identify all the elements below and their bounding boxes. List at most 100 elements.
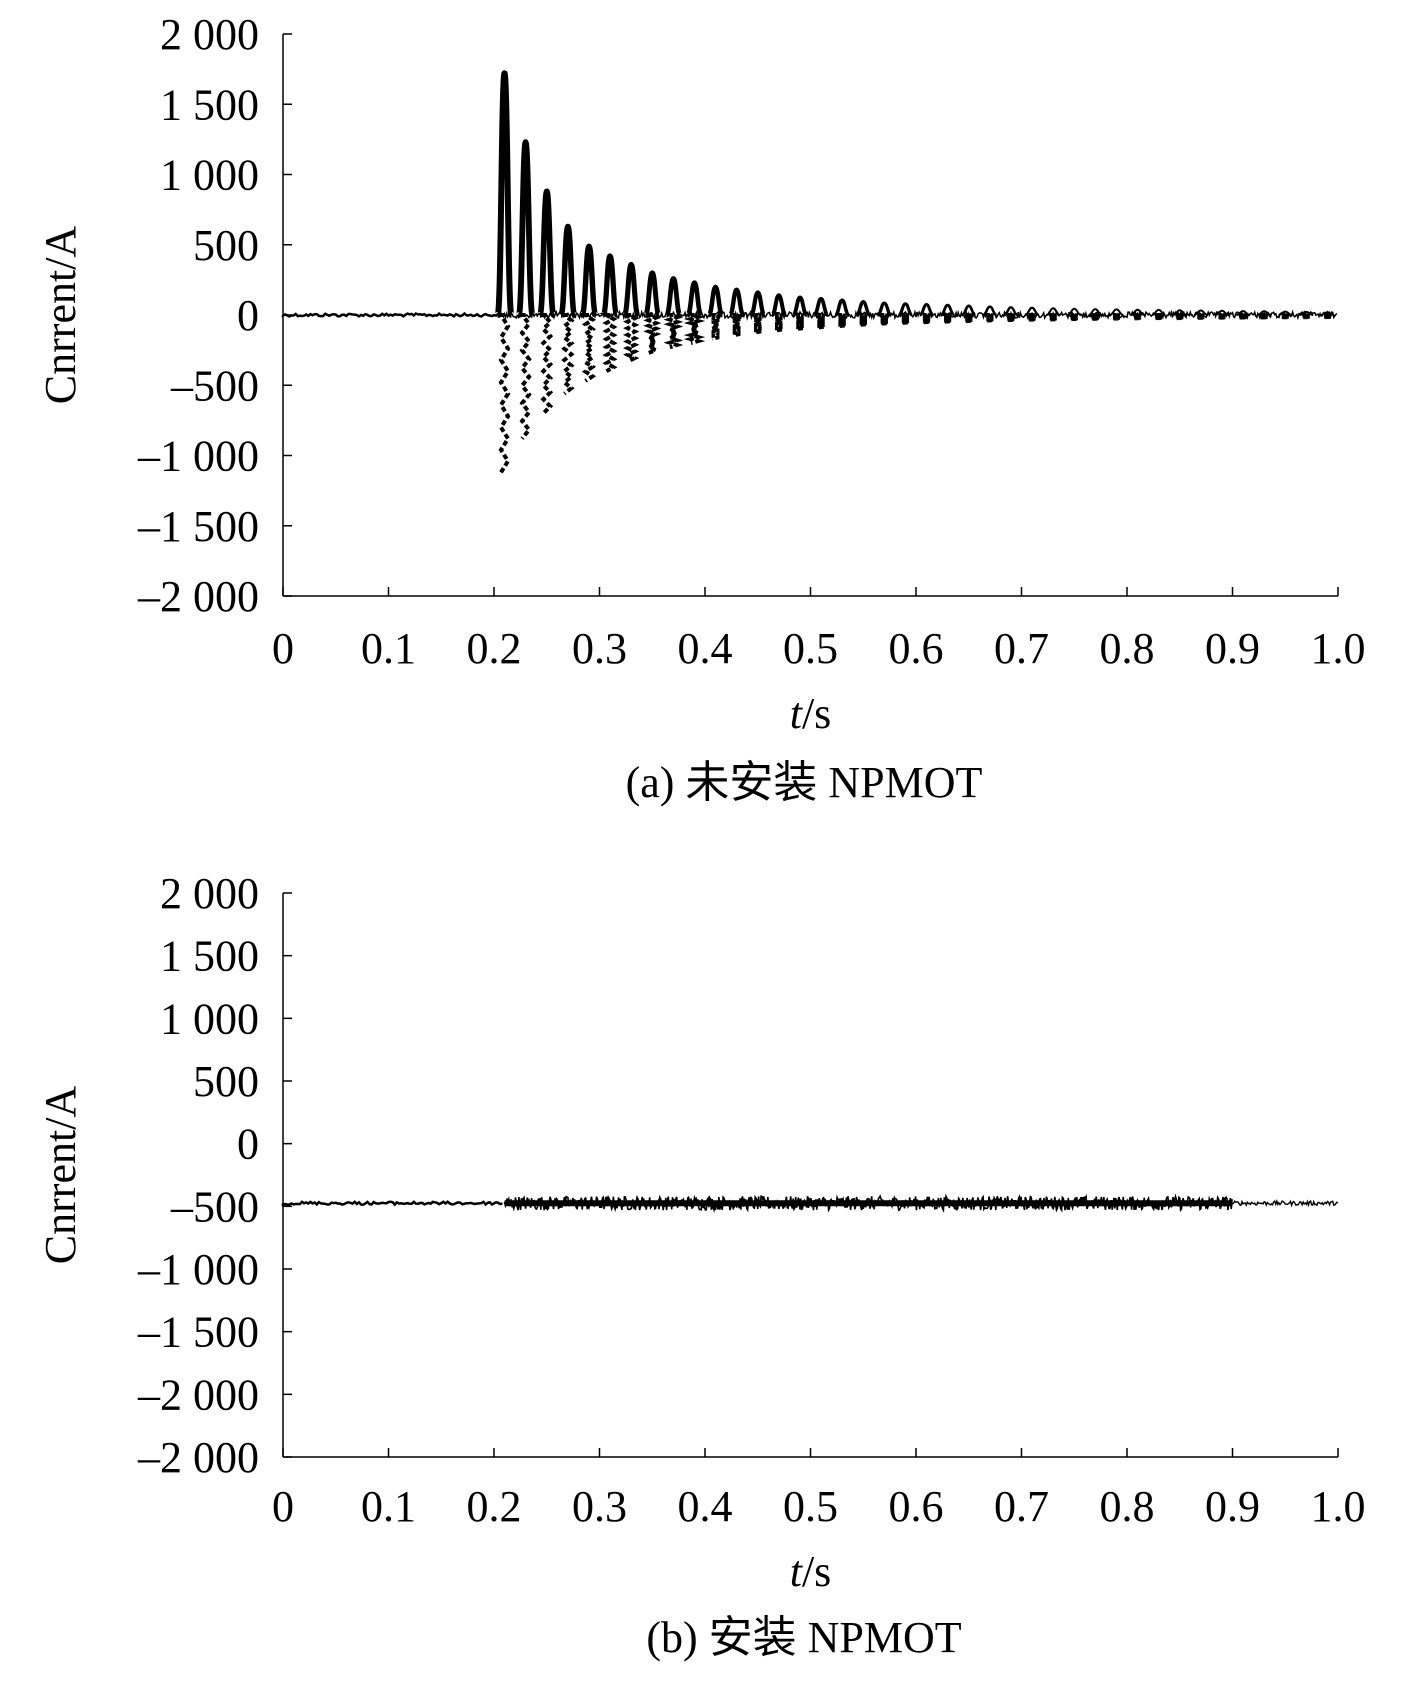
chart-a-x-axis-title-var: t xyxy=(790,689,804,738)
series-positive-pulse xyxy=(897,302,913,317)
series-negative-pulse xyxy=(943,313,952,324)
series-positive-pulse xyxy=(1046,307,1061,317)
series-positive-pulse xyxy=(1067,307,1082,316)
series-negative-pulse xyxy=(1323,313,1332,320)
series-negative-pulse xyxy=(732,313,741,338)
chartA-x-tick-label: 0.8 xyxy=(1100,624,1155,673)
series-positive-pulse xyxy=(1088,308,1103,316)
chartB-x-tick-label: 0.5 xyxy=(783,1482,838,1531)
chartB-x-tick-label: 0.8 xyxy=(1100,1482,1155,1531)
chartB-y-tick-label: –500 xyxy=(170,1182,259,1231)
series-positive-pulse xyxy=(600,253,620,318)
series-positive-pulse xyxy=(834,298,850,317)
series-positive-pulse xyxy=(855,299,871,317)
chart-a-x-ticks: 0 0.1 0.2 0.3 0.4 0.5 0.6 0.7 0.8 0.9 1.0 xyxy=(272,587,1366,673)
chartB-x-tick-label: 0.3 xyxy=(572,1482,627,1531)
series-positive-pulse xyxy=(727,287,746,318)
series-positive-pulse xyxy=(1257,310,1272,316)
series-negative-pulse xyxy=(598,313,618,373)
chart-a-x-axis-title-unit: /s xyxy=(802,689,831,738)
series-positive-pulse xyxy=(792,295,808,317)
series-negative-pulse xyxy=(796,313,804,332)
series-baseline-line xyxy=(281,1200,503,1207)
series-positive-pulse xyxy=(919,302,934,317)
series-positive-pulse xyxy=(1151,308,1166,316)
series-positive-pulse xyxy=(558,223,578,318)
series-negative-pulse xyxy=(538,313,554,415)
chart-b-y-ticks: 2 000 1 500 1 000 500 0 –500 –1 000 –1 500 –2 00… xyxy=(137,869,292,1482)
series-negative-pulse xyxy=(838,313,846,329)
series-positive-pulse xyxy=(1278,310,1293,316)
series-positive-pulse xyxy=(664,276,683,318)
series-positive-pulse xyxy=(1003,306,1019,317)
chart-a: Cnrrent/A 2 000 1 500 1 000 500 0 –500 –1 000 –… xyxy=(36,10,1366,807)
series-negative-pulse xyxy=(1049,313,1057,322)
series-positive-pulse xyxy=(748,290,767,318)
chartA-y-tick-label: 1 500 xyxy=(160,80,259,129)
series-negative-pulse xyxy=(683,313,706,346)
chartA-y-tick-label: 0 xyxy=(237,291,259,340)
chart-b-x-axis-title-var: t xyxy=(790,1547,804,1596)
series-positive-pulse xyxy=(579,243,599,318)
series-negative-pulse xyxy=(1260,313,1268,320)
chart-b-x-axis-title: t/s xyxy=(790,1547,832,1596)
series-negative-pulse xyxy=(817,313,825,330)
chartB-x-tick-label: 0.7 xyxy=(994,1482,1049,1531)
series-negative-pulse xyxy=(1091,313,1099,321)
series-positive-pulse xyxy=(515,139,536,318)
series-negative-pulse xyxy=(1176,313,1184,321)
chartB-y-tick-label: 1 000 xyxy=(160,994,259,1043)
chartA-y-tick-label: –1 500 xyxy=(137,502,259,551)
series-negative-pulse xyxy=(497,313,511,474)
chart-b-x-ticks: 0 0.1 0.2 0.3 0.4 0.5 0.6 0.7 0.8 0.9 1.0 xyxy=(272,1448,1366,1531)
chart-a-y-axis-title: Cnrrent/A xyxy=(36,226,85,405)
chartB-y-tick-label: –1 500 xyxy=(137,1308,259,1357)
series-baseline-line xyxy=(281,311,500,319)
series-negative-pulse xyxy=(1112,313,1121,321)
chartA-x-tick-label: 0.1 xyxy=(361,624,416,673)
series-negative-pulse xyxy=(880,313,888,326)
chart-b-y-axis-title-group: Cnrrent/A xyxy=(36,1086,85,1265)
chartA-x-tick-label: 0.6 xyxy=(889,624,944,673)
chartB-y-tick-label: 1 500 xyxy=(160,932,259,981)
chartB-x-tick-label: 0.1 xyxy=(361,1482,416,1531)
series-negative-pulse xyxy=(578,313,597,383)
series-positive-pulse xyxy=(685,280,704,318)
chartB-y-tick-label: –2 000 xyxy=(137,1370,259,1419)
series-tail-line xyxy=(1231,1199,1339,1208)
series-negative-pulse xyxy=(711,313,720,341)
chartA-y-tick-label: 1 000 xyxy=(160,151,259,200)
series-negative-pulse xyxy=(753,313,762,335)
chartB-x-tick-label: 0.9 xyxy=(1205,1482,1260,1531)
series-negative-pulse xyxy=(1070,313,1078,322)
series-negative-pulse xyxy=(859,313,867,327)
chart-a-x-axis-title: t/s xyxy=(790,689,832,738)
series-positive-pulse xyxy=(940,303,955,317)
series-positive-pulse xyxy=(1130,308,1145,316)
chartB-y-tick-label: –1 000 xyxy=(137,1245,259,1294)
series-positive-pulse xyxy=(1024,306,1040,317)
chartA-y-tick-label: –2 000 xyxy=(137,572,259,621)
series-negative-pulse xyxy=(901,313,910,325)
chart-a-series xyxy=(281,70,1338,474)
series-negative-pulse xyxy=(986,313,994,323)
series-positive-pulse xyxy=(706,284,725,318)
chartB-y-tick-label: 500 xyxy=(193,1057,259,1106)
chartB-y-tick-label: 0 xyxy=(237,1120,259,1169)
chartA-x-tick-label: 0 xyxy=(272,624,294,673)
series-positive-pulse xyxy=(982,305,998,317)
chart-a-caption: (a) 未安装 NPMOT xyxy=(626,758,983,807)
series-negative-pulse xyxy=(623,313,640,364)
chartB-y-tick-label: 2 000 xyxy=(160,869,259,918)
series-negative-pulse xyxy=(774,313,783,333)
series-positive-pulse xyxy=(1236,310,1251,316)
chartA-x-tick-label: 0.3 xyxy=(572,624,627,673)
series-negative-pulse xyxy=(1281,313,1289,320)
chartA-x-tick-label: 0.2 xyxy=(467,624,522,673)
chartB-x-tick-label: 0.6 xyxy=(889,1482,944,1531)
series-positive-pulse xyxy=(770,293,787,318)
series-negative-pulse xyxy=(1134,313,1142,321)
series-negative-pulse xyxy=(1007,313,1015,323)
chartA-x-tick-label: 0.7 xyxy=(994,624,1049,673)
